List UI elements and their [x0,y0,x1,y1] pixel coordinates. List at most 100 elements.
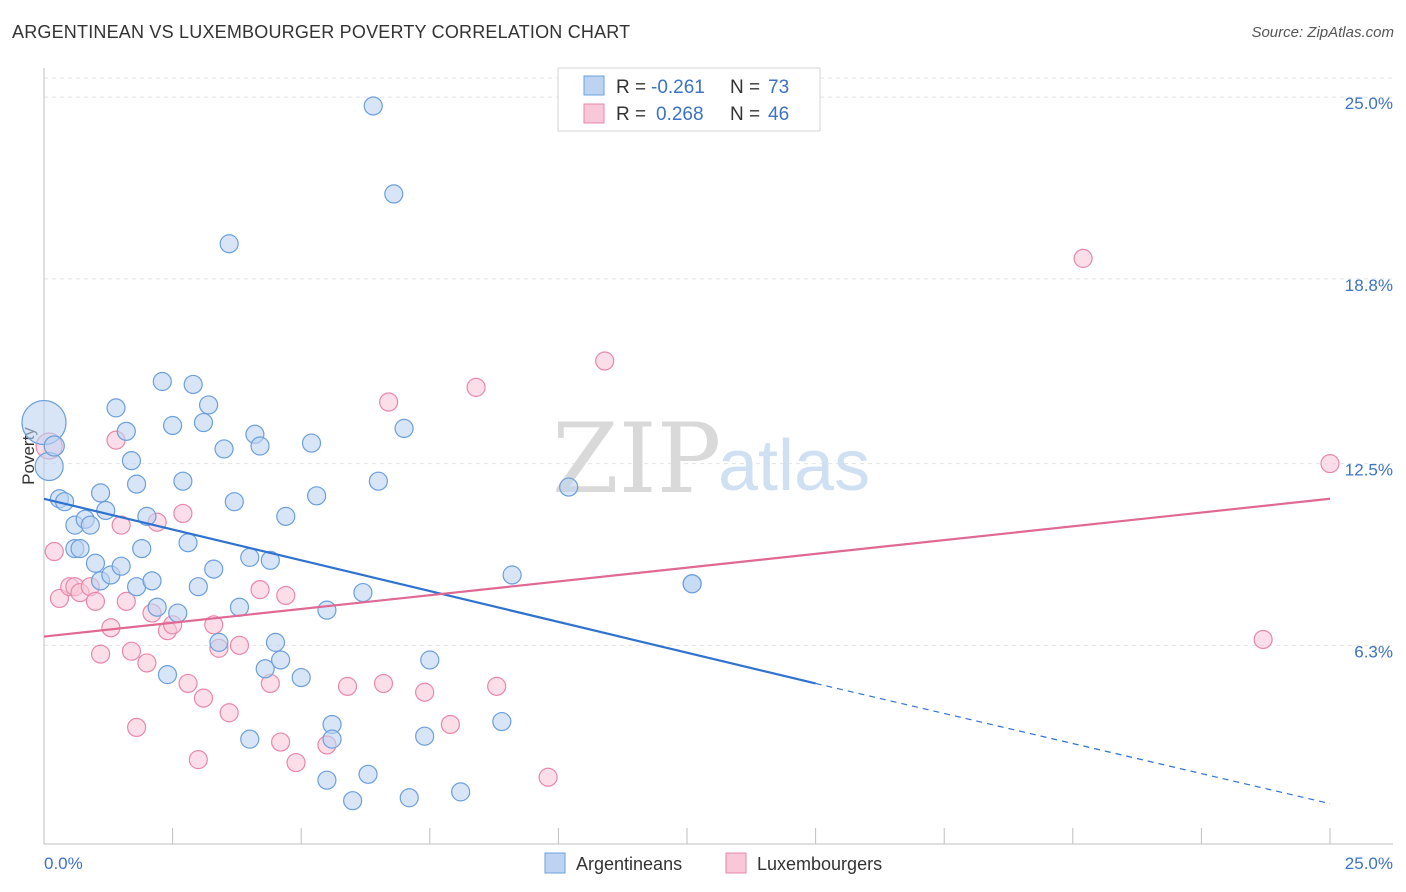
data-point [240,729,260,749]
data-point [538,767,558,787]
data-point [34,451,64,482]
data-point [193,688,214,708]
data-point [106,398,126,418]
data-point [353,582,373,603]
x-tick-label-min: 0.0% [44,854,83,873]
trend-line-extension [815,682,1331,805]
data-point [394,418,414,439]
data-point [1320,453,1340,474]
data-point [43,435,65,457]
data-point [157,665,178,685]
data-point [168,603,188,623]
data-point [173,471,193,491]
source-label: Source: ZipAtlas.com [1251,24,1394,41]
y-tick-label: 6.3% [1354,642,1393,661]
data-point [147,597,167,617]
data-point [209,632,229,652]
data-point [384,184,404,204]
data-point [163,415,183,436]
data-point [116,421,136,441]
data-point [188,750,208,770]
y-tick-labels: 6.3% 12.5% 18.8% 25.0% [1345,94,1393,661]
data-point [85,591,106,611]
data-point [276,585,296,606]
bottom-legend-swatch-blue [544,852,566,874]
data-point [415,682,435,702]
data-point [214,439,234,459]
data-point [126,717,147,738]
data-point [317,600,337,620]
legend-r-value-2: 0.268 [656,104,704,125]
legend-r-value-1: -0.261 [651,77,705,98]
legend-n-value-1: 73 [768,77,789,98]
data-point [204,615,224,635]
data-point [265,632,286,652]
data-point [137,506,157,526]
data-point [90,644,111,664]
x-tick-label-max: 25.0% [1345,854,1393,873]
data-point [126,474,147,494]
data-point [502,565,522,585]
data-point [399,788,419,808]
data-point [559,477,579,497]
legend-swatch-pink [583,103,605,124]
data-point [142,571,162,591]
data-point [451,782,471,802]
legend-n-label-1: N = [730,77,760,98]
data-point [250,580,270,600]
data-point [229,597,250,617]
data-point [420,650,440,670]
data-point [152,371,172,392]
y-tick-label: 12.5% [1345,461,1393,480]
series-legend: Argentineans Luxembourgers [544,852,882,874]
trend-line [43,497,816,685]
data-point [188,577,208,597]
argentineans-points [21,96,702,811]
trend-lines [43,497,1331,805]
data-point [1073,248,1093,268]
data-point [229,635,250,655]
data-point [85,553,106,573]
data-point [199,395,219,415]
data-point [379,392,399,412]
data-point [317,770,337,790]
data-point [173,503,193,524]
data-point [193,412,214,433]
data-point [80,515,100,535]
legend-n-label-2: N = [730,104,760,125]
data-point [271,650,291,670]
data-point [291,667,311,688]
data-point [121,641,142,661]
data-point [116,591,136,611]
data-point [70,538,90,559]
legend-r-label-1: R = [616,77,646,98]
data-point [260,550,280,570]
data-point [121,451,142,471]
data-point [487,676,507,696]
watermark-atlas: atlas [718,426,870,506]
data-point [307,486,327,506]
data-point [276,506,296,526]
legend-r-label-2: R = [616,104,646,125]
data-point [343,791,363,811]
data-point [322,729,342,749]
bottom-legend-swatch-pink [725,852,747,874]
data-point [286,752,306,773]
watermark-zip: ZIP [552,403,721,515]
legend-swatch-blue [583,75,605,96]
data-point [1253,629,1273,650]
data-point [595,351,615,371]
correlation-legend: R = -0.261 N = 73 R = 0.268 N = 46 [557,67,821,132]
data-point [90,483,111,503]
data-point [440,714,460,735]
data-point [358,764,378,784]
chart-title: ARGENTINEAN VS LUXEMBOURGER POVERTY CORR… [12,22,631,42]
bottom-legend-luxembourgers: Luxembourgers [757,854,882,874]
data-point [178,533,198,553]
data-point [204,559,224,579]
legend-n-value-2: 46 [768,104,789,125]
data-point [682,574,702,594]
data-point [137,653,157,673]
data-point [240,547,260,567]
data-point [415,726,435,746]
